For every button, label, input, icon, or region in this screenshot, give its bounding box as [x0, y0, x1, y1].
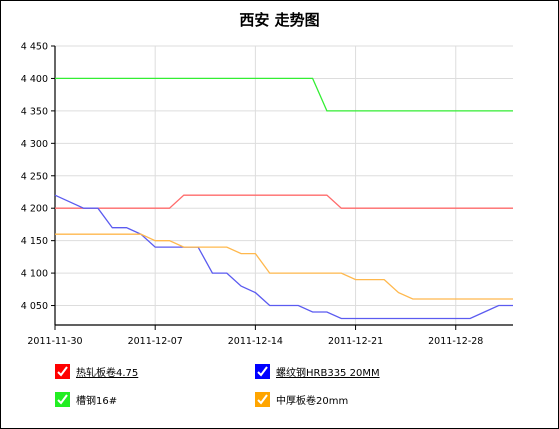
legend-label: 中厚板卷20mm: [276, 396, 349, 407]
y-tick-label: 4 350: [21, 106, 48, 117]
checkbox-icon[interactable]: [55, 392, 70, 407]
series-line: [54, 194, 513, 320]
legend-item-channel-steel[interactable]: 槽钢16#: [55, 392, 117, 407]
y-tick-label: 4 150: [21, 236, 48, 247]
y-tick-label: 4 300: [21, 139, 48, 150]
y-tick-label: 4 100: [21, 269, 48, 280]
series-line: [55, 77, 513, 112]
y-tick-label: 4 400: [21, 74, 48, 85]
x-tick-label: 2011-12-14: [228, 336, 283, 347]
legend-item-hot-rolled-coil[interactable]: 热轧板卷4.75: [55, 364, 138, 379]
x-tick-label: 2011-12-07: [128, 336, 183, 347]
legend-label: 热轧板卷4.75: [76, 368, 139, 379]
legend-label: 螺纹钢HRB335 20MM: [276, 368, 380, 379]
series-line: [55, 233, 513, 300]
y-tick-label: 4 050: [21, 301, 48, 312]
checkbox-icon[interactable]: [255, 392, 270, 407]
legend-item-medium-plate[interactable]: 中厚板卷20mm: [255, 392, 348, 407]
y-tick-label: 4 200: [21, 204, 48, 215]
series-line: [55, 194, 513, 209]
x-tick-label: 2011-12-28: [428, 336, 483, 347]
x-tick-label: 2011-11-30: [27, 336, 82, 347]
checkbox-icon[interactable]: [55, 364, 70, 379]
checkbox-icon[interactable]: [255, 364, 270, 379]
legend-label: 槽钢16#: [76, 396, 118, 407]
x-tick-label: 2011-12-21: [328, 336, 383, 347]
y-tick-label: 4 450: [21, 42, 48, 53]
y-tick-label: 4 250: [21, 171, 48, 182]
legend: 热轧板卷4.75 螺纹钢HRB335 20MM 槽钢16# 中厚板卷20mm: [55, 364, 535, 414]
chart-title: 西安 走势图: [239, 11, 320, 29]
legend-item-rebar[interactable]: 螺纹钢HRB335 20MM: [255, 364, 380, 379]
